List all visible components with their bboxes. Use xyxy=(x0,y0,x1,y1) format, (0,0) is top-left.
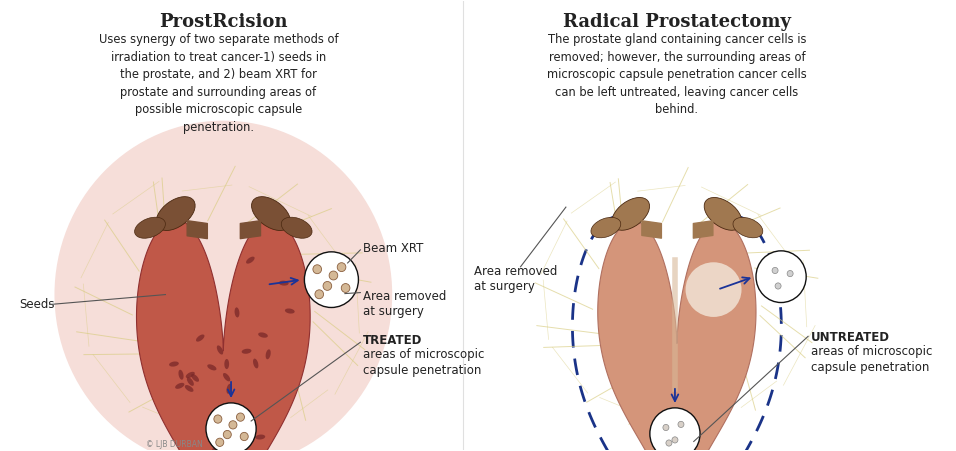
Ellipse shape xyxy=(733,217,763,238)
Circle shape xyxy=(240,433,249,441)
Ellipse shape xyxy=(179,370,184,380)
Text: © LJB DURBAN: © LJB DURBAN xyxy=(146,440,203,449)
Ellipse shape xyxy=(258,332,268,338)
Circle shape xyxy=(304,252,358,308)
Ellipse shape xyxy=(705,198,742,230)
Circle shape xyxy=(678,421,684,428)
Text: ProstRcision: ProstRcision xyxy=(159,14,288,31)
Circle shape xyxy=(666,440,672,446)
Circle shape xyxy=(206,403,256,451)
Ellipse shape xyxy=(196,335,205,342)
Ellipse shape xyxy=(685,262,742,317)
Circle shape xyxy=(337,262,346,272)
Ellipse shape xyxy=(279,281,289,285)
Circle shape xyxy=(775,283,781,289)
Circle shape xyxy=(315,290,323,299)
Ellipse shape xyxy=(591,217,620,238)
Polygon shape xyxy=(598,221,756,451)
Circle shape xyxy=(224,430,231,439)
Ellipse shape xyxy=(185,385,193,392)
Text: TREATED: TREATED xyxy=(363,334,423,347)
Circle shape xyxy=(663,424,669,431)
Circle shape xyxy=(341,284,350,292)
Circle shape xyxy=(214,415,222,423)
Ellipse shape xyxy=(266,350,271,359)
Ellipse shape xyxy=(135,217,165,238)
Text: Area removed
at surgery: Area removed at surgery xyxy=(474,265,557,293)
Text: Radical Prostatectomy: Radical Prostatectomy xyxy=(563,14,791,31)
Ellipse shape xyxy=(186,377,194,386)
Text: areas of microscopic
capsule penetration: areas of microscopic capsule penetration xyxy=(811,345,932,374)
Text: Uses synergy of two separate methods of
irradiation to treat cancer-1) seeds in
: Uses synergy of two separate methods of … xyxy=(98,33,338,133)
Ellipse shape xyxy=(612,198,649,230)
Ellipse shape xyxy=(281,217,312,238)
Text: Area removed
at surgery: Area removed at surgery xyxy=(363,290,446,318)
Ellipse shape xyxy=(185,372,195,378)
Ellipse shape xyxy=(227,384,231,394)
Ellipse shape xyxy=(212,447,217,451)
Circle shape xyxy=(650,408,700,451)
Circle shape xyxy=(323,281,332,290)
Ellipse shape xyxy=(285,308,294,313)
Ellipse shape xyxy=(246,257,254,264)
Circle shape xyxy=(236,413,245,421)
Ellipse shape xyxy=(255,434,265,440)
Ellipse shape xyxy=(223,373,230,382)
Ellipse shape xyxy=(242,349,251,354)
Circle shape xyxy=(787,271,793,276)
Circle shape xyxy=(313,265,321,274)
Circle shape xyxy=(329,271,337,280)
Circle shape xyxy=(756,251,806,303)
Ellipse shape xyxy=(156,197,195,230)
Ellipse shape xyxy=(169,362,179,367)
Ellipse shape xyxy=(251,197,291,230)
Text: areas of microscopic
capsule penetration: areas of microscopic capsule penetration xyxy=(363,348,485,377)
Circle shape xyxy=(228,421,237,429)
Ellipse shape xyxy=(54,121,392,451)
Circle shape xyxy=(216,438,224,446)
Ellipse shape xyxy=(225,440,229,450)
Ellipse shape xyxy=(175,383,185,389)
Text: Beam XRT: Beam XRT xyxy=(363,242,424,255)
Ellipse shape xyxy=(207,364,216,370)
Ellipse shape xyxy=(234,308,239,318)
Polygon shape xyxy=(137,220,310,451)
Text: UNTREATED: UNTREATED xyxy=(811,331,890,345)
Text: The prostate gland containing cancer cells is
removed; however, the surrounding : The prostate gland containing cancer cel… xyxy=(547,33,807,116)
Ellipse shape xyxy=(217,345,223,354)
Ellipse shape xyxy=(253,359,258,368)
Ellipse shape xyxy=(225,359,229,369)
Text: Seeds: Seeds xyxy=(19,298,54,311)
Ellipse shape xyxy=(191,374,199,382)
Circle shape xyxy=(772,267,778,274)
Circle shape xyxy=(672,437,678,443)
